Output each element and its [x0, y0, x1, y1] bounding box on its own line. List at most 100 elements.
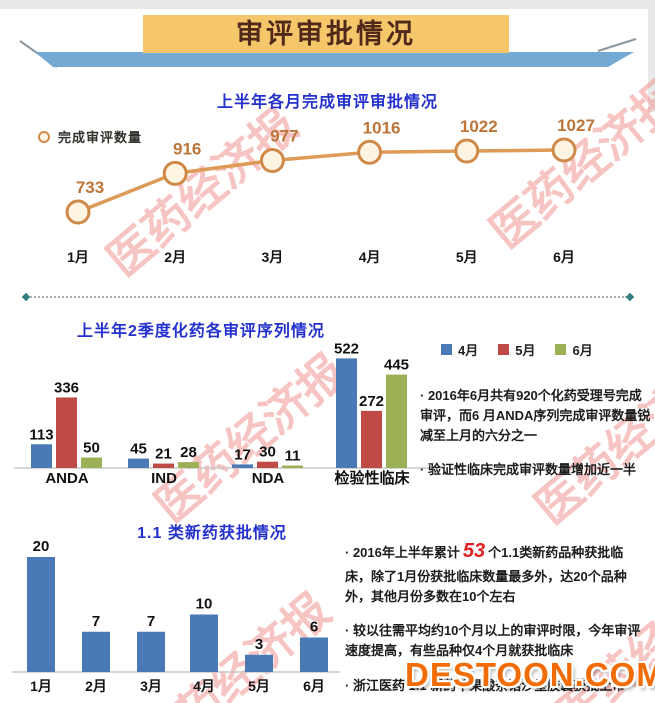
page-edge-top	[0, 0, 655, 9]
note-text-post: 个1.1类新药品种获批临床，除了1月份获批临床数量最多外，达20个品种外，其他月…	[345, 545, 627, 605]
data-point-label: 733	[76, 178, 104, 197]
bar	[128, 458, 149, 468]
bar	[27, 557, 55, 672]
site-watermark: DESTOON.COM	[405, 656, 655, 693]
note-bullet: · 浙江医药 1.1 新药苹果酸奈诺沙星胶囊获批上市	[345, 677, 626, 693]
bar-value-label: 336	[54, 379, 79, 396]
legend-label: 4月	[458, 343, 479, 358]
x-axis-label: 2月	[85, 678, 107, 694]
category-label: 检验性临床	[334, 469, 410, 487]
bar	[56, 397, 77, 468]
bar-value-label: 30	[259, 444, 276, 461]
bar-value-label: 28	[180, 444, 197, 461]
x-axis-label: 2月	[164, 249, 186, 265]
bar	[386, 374, 407, 468]
x-axis-label: 5月	[456, 249, 478, 265]
line-series	[77, 148, 565, 214]
ribbon-fold-line-right	[597, 38, 637, 52]
bar	[190, 614, 218, 672]
q2-bar-chart-title: 上半年2季度化药各审评序列情况	[77, 323, 325, 340]
data-point-marker	[357, 139, 383, 165]
note-bullet: · 2016年上半年累计 53 个1.1类新药品种获批临床，除了1月份获批临床数量最…	[345, 536, 648, 607]
bar	[178, 462, 199, 468]
bar-value-label: 6	[310, 619, 318, 636]
page-edge-right	[648, 0, 655, 112]
x-axis-label: 1月	[30, 678, 52, 694]
x-axis-label: 4月	[193, 678, 215, 694]
bar	[81, 457, 102, 468]
bar-value-label: 50	[83, 440, 100, 457]
divider-diamond-icon	[21, 292, 31, 302]
bar-value-label: 21	[155, 446, 172, 463]
bar	[232, 464, 253, 468]
category-label: IND	[151, 470, 177, 487]
x-axis-label: 6月	[553, 249, 575, 265]
legend-item: 6月	[555, 340, 593, 359]
note-bullet: · 较以往需平均约10个月以上的审评时限，今年审评速度提高，有些品种仅4个月就获…	[345, 623, 641, 659]
note-text-pre: · 2016年上半年累计	[345, 545, 460, 560]
x-axis-label: 3月	[262, 249, 284, 265]
bar	[282, 465, 303, 468]
bar-value-label: 113	[29, 426, 53, 443]
bar	[245, 654, 273, 672]
bar	[82, 631, 110, 672]
x-axis-label: 6月	[303, 678, 325, 694]
x-axis-label: 1月	[67, 249, 89, 265]
legend-item: 4月	[441, 340, 478, 359]
bar-value-label: 7	[92, 613, 100, 630]
category-label: NDA	[252, 470, 285, 487]
legend-label: 6月	[572, 343, 593, 358]
legend-swatch-icon	[441, 344, 452, 355]
bar-value-label: 522	[334, 340, 359, 357]
legend-swatch-icon	[555, 344, 567, 355]
data-point-label: 1022	[460, 117, 498, 136]
bar-value-label: 7	[147, 613, 155, 630]
bar	[257, 461, 278, 468]
bar	[153, 463, 174, 468]
bar	[361, 410, 382, 468]
q2-bar-chart-legend: 4月 5月 6月	[441, 340, 593, 359]
new-drug-approval-bar-chart: 20 1月 7 2月 7 3月 10 4月 3 5月 6 6月	[12, 540, 340, 694]
bar-value-label: 11	[285, 448, 301, 465]
data-point-label: 977	[270, 127, 298, 146]
bar-value-label: 445	[384, 357, 409, 374]
legend-item: 5月	[498, 340, 535, 359]
line-chart-title: 上半年各月完成审评审批情况	[216, 94, 438, 111]
bar	[137, 631, 165, 672]
data-point-marker	[162, 160, 188, 186]
bar-value-label: 45	[130, 441, 147, 458]
ribbon-banner	[19, 38, 637, 68]
dotted-divider	[27, 296, 627, 298]
bar-value-label: 272	[359, 393, 384, 410]
data-point-marker	[65, 199, 91, 225]
bar-value-label: 17	[234, 446, 251, 463]
data-point-label: 916	[173, 139, 201, 158]
legend-swatch-icon	[498, 344, 510, 355]
line-chart-legend: 完成审评数量	[38, 127, 142, 146]
highlight-number: 53	[462, 540, 486, 562]
x-axis-label: 5月	[248, 678, 270, 694]
q2-review-bar-chart: 113 45 17 522 336 21 30 272 50 28 11 445 ANDA IND NDA 检…	[14, 340, 434, 487]
new-drug-chart-title: 1.1 类新药获批情况	[137, 525, 287, 542]
data-point-marker	[259, 148, 285, 174]
q2-notes: · 2016年6月共有920个化药受理号完成审评，而6 月ANDA序列完成审评数…	[420, 386, 652, 495]
data-point-marker	[551, 137, 577, 163]
data-point-marker	[454, 138, 480, 164]
bar	[31, 444, 52, 468]
monthly-review-line-chart: 733 1月 916 2月 977 3月 1016 4月 1022 5月 1027 6月	[65, 116, 595, 265]
data-point-label: 1016	[363, 118, 401, 137]
data-point-label: 1027	[557, 116, 595, 135]
note-bullet: · 2016年6月共有920个化药受理号完成审评，而6 月ANDA序列完成审评数…	[420, 388, 651, 444]
category-label: ANDA	[45, 470, 88, 487]
x-axis-label: 4月	[359, 249, 381, 265]
ribbon-band	[35, 52, 634, 67]
note-bullet: · 验证性临床完成审评数量增加近一半	[420, 462, 636, 478]
page-title: 审评审批情况	[143, 15, 509, 53]
bar-value-label: 3	[255, 636, 263, 653]
divider-diamond-icon	[625, 292, 635, 302]
new-drug-notes: · 2016年上半年累计 53 个1.1类新药品种获批临床，除了1月份获批临床数量最…	[345, 536, 648, 703]
bar-value-label: 10	[196, 596, 213, 613]
bar	[336, 358, 357, 468]
bar	[300, 637, 328, 672]
